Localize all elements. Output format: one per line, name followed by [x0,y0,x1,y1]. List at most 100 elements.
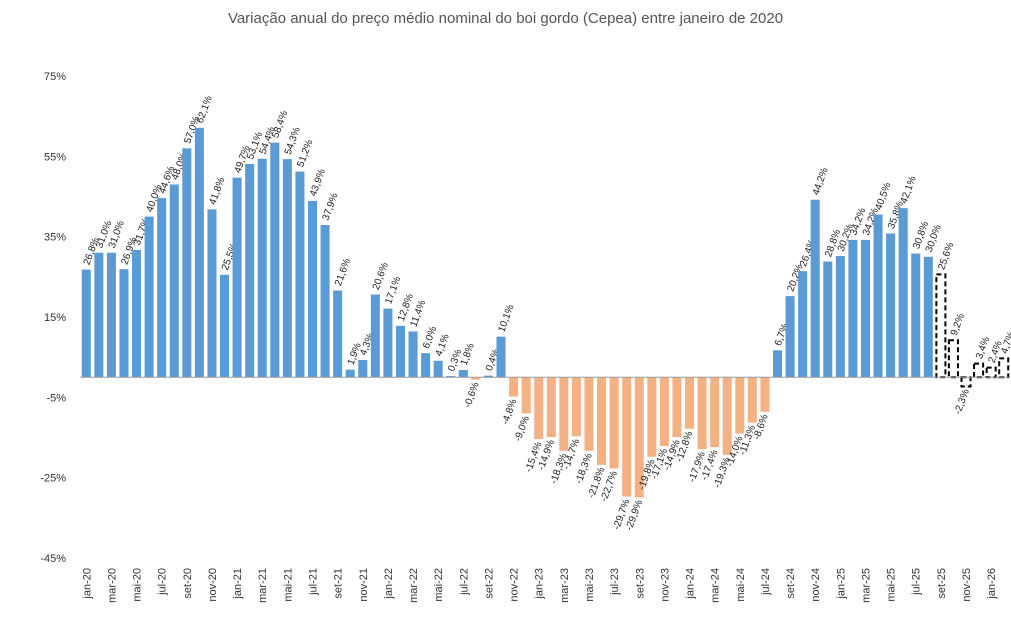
projection-bar [985,366,997,379]
y-tick-label: 15% [44,312,66,324]
y-tick-label: 35% [44,232,66,244]
projection-bar [935,273,947,379]
data-label: 62,1% [195,94,215,125]
bar [496,336,506,378]
bar [647,377,657,457]
bar [245,163,255,378]
x-tick-label: jul-23 [609,568,621,596]
data-label: 51,2% [295,138,315,169]
x-tick-label: mai-25 [886,568,898,602]
bar [257,158,267,378]
x-tick-label: jul-25 [911,568,923,596]
data-label: 1,8% [459,342,477,367]
bar [295,171,305,378]
x-tick-label: mai-23 [584,568,596,602]
bar [772,350,783,378]
bar [860,239,870,378]
bar [634,377,644,498]
data-label: 41,8% [207,176,227,207]
bar [521,377,531,414]
bar [546,377,556,438]
bar [672,377,682,438]
x-tick-label: jan-22 [383,568,395,600]
x-tick-label: mar-23 [559,568,571,603]
y-tick-label: -45% [40,553,66,565]
bar [722,377,732,455]
chart-title: Variação anual do preço médio nominal do… [227,10,784,27]
bar [345,369,355,378]
bar [132,249,142,378]
bar [886,233,896,378]
bar [911,253,921,378]
bar [873,214,883,378]
bar [597,377,607,465]
x-tick-label: jul-21 [308,568,320,596]
x-tick-label: nov-24 [810,568,822,602]
x-tick-label: jan-23 [534,568,546,600]
x-tick-label: jan-25 [835,568,847,600]
bar [433,360,443,378]
bar [333,290,343,378]
x-tick-label: mai-22 [433,568,445,602]
bar [659,377,669,446]
x-tick-label: set-20 [182,568,194,599]
data-label: -4,8% [500,398,519,426]
x-tick-label: mar-25 [860,568,872,603]
data-label: 9,2% [949,312,967,337]
x-tick-label: jul-24 [760,568,772,596]
bar [307,200,318,378]
bar [923,256,933,378]
projection-bar [973,362,985,379]
x-tick-label: nov-20 [207,568,219,602]
bar [483,375,493,378]
data-label: 25,6% [936,241,956,272]
data-label: 58,4% [270,109,290,140]
x-tick-label: set-21 [333,568,345,599]
bar [710,377,720,448]
bar [609,377,619,469]
data-label: 40,5% [874,181,894,212]
bar [685,377,695,429]
x-tick-label: nov-23 [659,568,671,602]
bar [534,377,544,440]
x-tick-label: jan-26 [986,568,998,600]
x-tick-label: jan-21 [232,568,244,600]
data-label: 10,1% [496,303,516,334]
data-label: -9,0% [513,415,532,443]
data-label: -0,6% [462,381,481,409]
bar [798,271,808,378]
bar [735,377,745,434]
data-label: 4,7% [999,330,1011,355]
data-label: 44,2% [811,166,831,197]
x-tick-label: jan-20 [81,568,93,600]
projection-bar [960,376,972,388]
bar [270,142,280,378]
bar [421,353,431,378]
bar [571,377,581,437]
bar [169,184,179,378]
bar [622,377,632,497]
bar [370,294,380,378]
x-tick-label: mai-20 [132,568,144,602]
x-tick-label: set-23 [634,568,646,599]
bar [810,199,820,378]
bar [848,239,858,378]
bar [144,216,154,378]
bar [358,359,368,378]
x-tick-label: set-22 [483,568,495,599]
bar [458,370,468,378]
x-tick-label: mar-22 [408,568,420,603]
x-tick-label: mar-20 [106,568,118,603]
bar [785,296,795,378]
bar [898,208,908,378]
bar [232,177,242,378]
data-label: 21,6% [333,257,353,288]
x-tick-label: nov-22 [509,568,521,602]
bar [157,198,167,378]
bar [446,376,456,378]
x-tick-label: jul-22 [458,568,470,596]
bar [747,377,757,423]
y-tick-label: 55% [44,151,66,163]
y-tick-label: -5% [46,392,66,404]
